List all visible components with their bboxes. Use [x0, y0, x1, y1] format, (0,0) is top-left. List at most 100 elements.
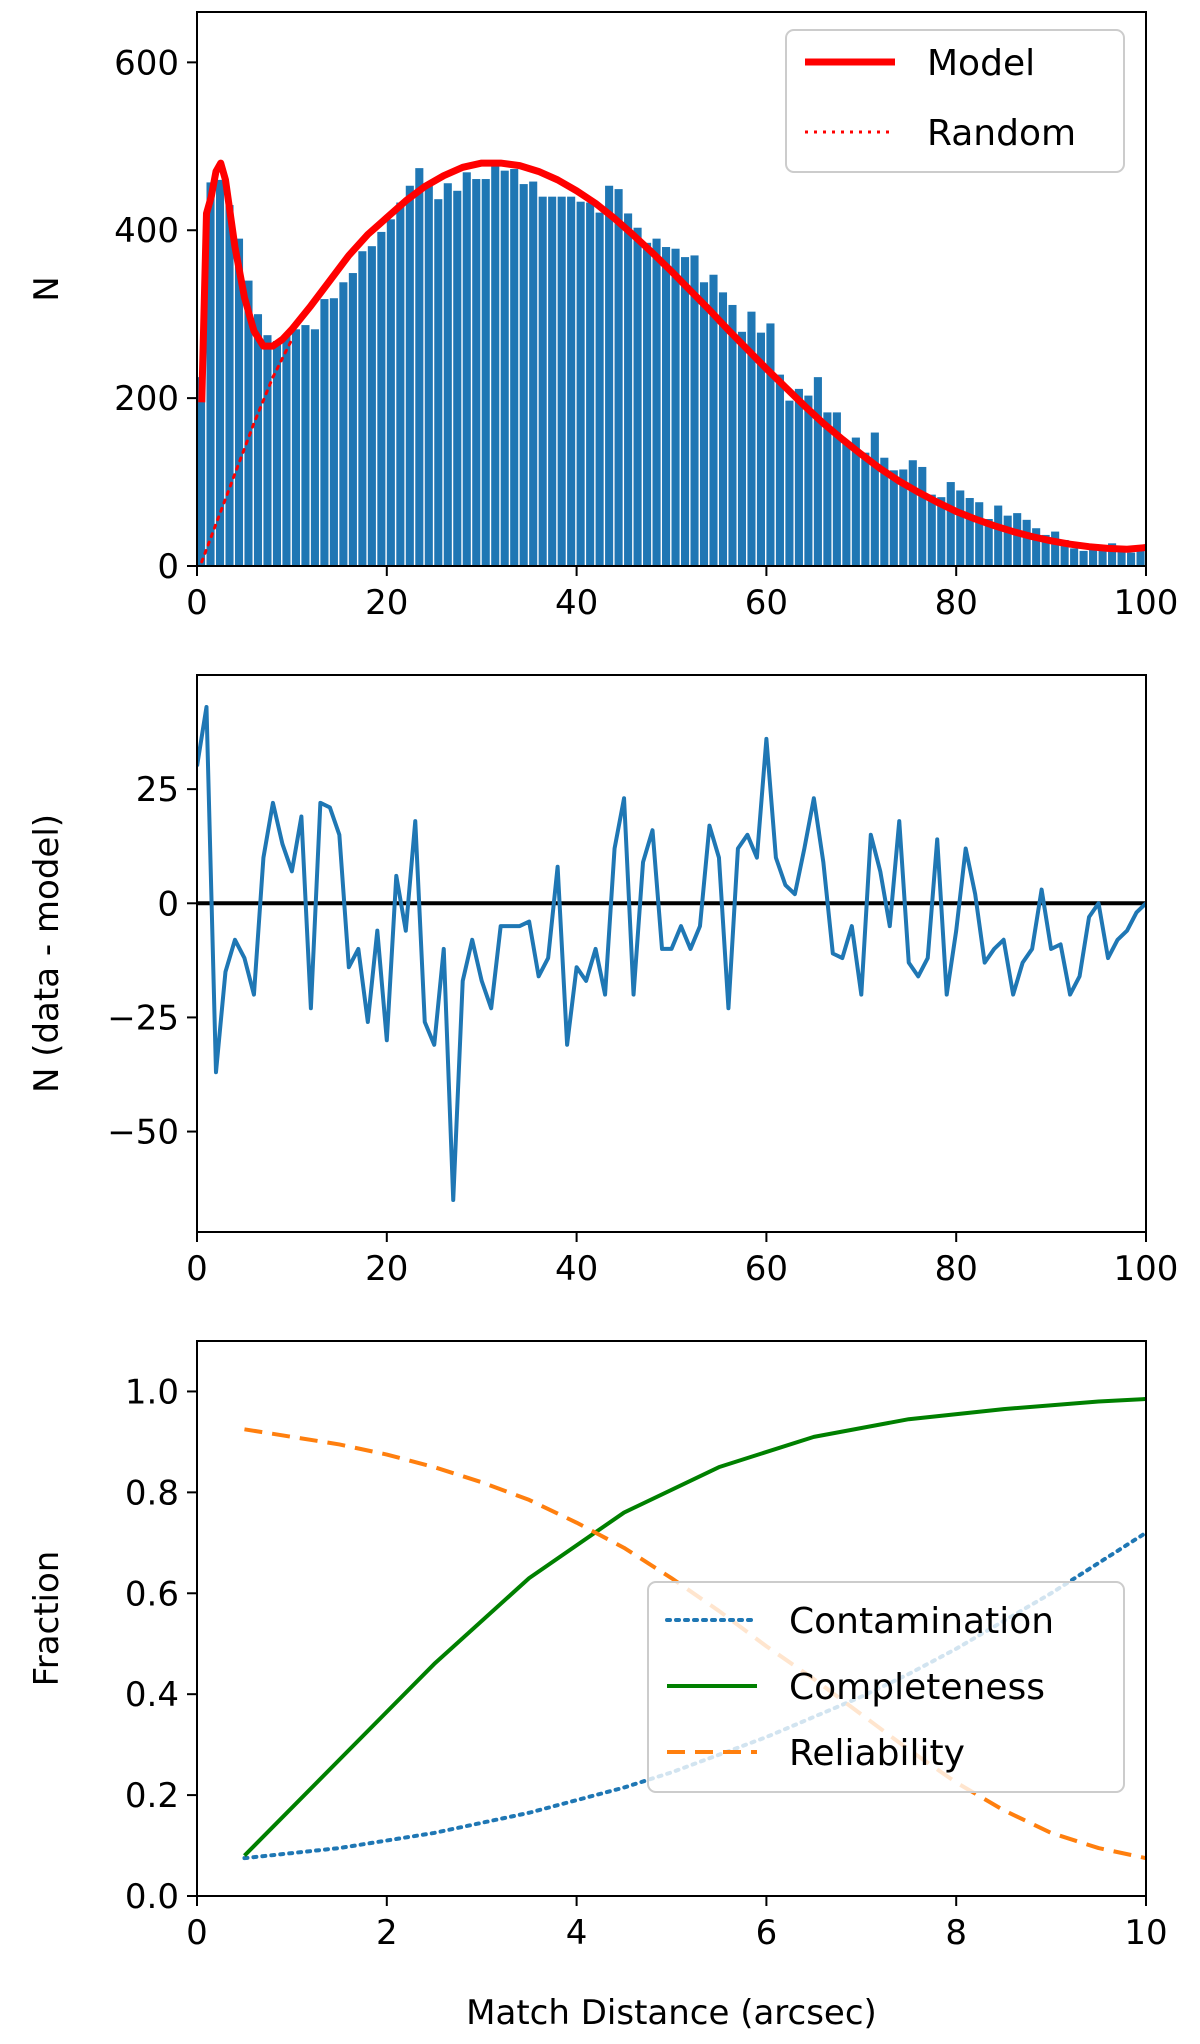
y-tick-label: 0.6 — [125, 1574, 179, 1614]
histogram-bar — [586, 202, 595, 566]
histogram-bar — [215, 179, 225, 566]
histogram-bar — [832, 412, 841, 566]
histogram-bar — [1127, 552, 1136, 566]
histogram-bar — [453, 190, 462, 566]
histogram-bar — [633, 227, 642, 566]
histogram-bar — [1079, 550, 1088, 566]
legend-label: Contamination — [789, 1601, 1054, 1642]
histogram-bar — [918, 466, 927, 566]
histogram-bar — [880, 457, 889, 566]
histogram-bar — [699, 282, 709, 566]
histogram-bar — [377, 231, 386, 566]
x-axis-label: Match Distance (arcsec) — [466, 1993, 877, 2033]
histogram-bar — [1013, 513, 1022, 566]
histogram-bar — [576, 201, 585, 566]
histogram-bar — [975, 502, 984, 566]
histogram-bar — [595, 212, 604, 566]
histogram-bar — [329, 298, 338, 566]
histogram-bar — [965, 498, 974, 566]
histogram-bar — [861, 452, 870, 566]
x-tick-label: 100 — [1114, 583, 1179, 623]
histogram-bar — [804, 395, 813, 566]
y-axis-label: N — [27, 276, 67, 301]
histogram-bar — [1117, 551, 1126, 566]
histogram-bar — [775, 374, 784, 566]
histogram-bar — [614, 189, 623, 566]
histogram-bar — [842, 442, 851, 566]
panel-fractions: 0 2 4 6 8 10 0.0 0.2 0.4 0.6 0.8 1.0 Fraction Match D… — [27, 1340, 1168, 2033]
x-tick-label: 0 — [186, 583, 208, 623]
panel-residuals: 0 20 40 60 80 100 −50 −25 0 25 N (data - model) — [27, 674, 1179, 1289]
histogram-bar — [225, 205, 234, 566]
histogram-bar — [519, 184, 528, 566]
y-tick-label: 0.4 — [125, 1675, 179, 1715]
x-tick-label: 40 — [555, 1249, 598, 1289]
histogram-bar — [766, 323, 775, 566]
histogram-bar — [415, 168, 424, 566]
y-tick-label: 200 — [114, 379, 179, 419]
histogram-bar — [794, 388, 803, 566]
y-tick-label: 1.0 — [125, 1372, 179, 1412]
histogram-bar — [1089, 544, 1098, 566]
x-tick-label: 0 — [186, 1913, 208, 1953]
x-tick-label: 80 — [935, 1249, 978, 1289]
legend: Contamination Completeness Reliability — [647, 1581, 1125, 1793]
histogram-bar — [206, 182, 215, 566]
x-tick-label: 8 — [945, 1913, 967, 1953]
histogram-bar — [538, 196, 547, 566]
histogram-bar — [1032, 528, 1041, 566]
histogram-bar — [548, 196, 557, 566]
histogram-bar — [709, 274, 718, 566]
histogram-bar — [662, 247, 671, 566]
histogram-bar — [908, 460, 917, 566]
axes-frame — [196, 1340, 1147, 1897]
axes-frame — [196, 11, 1147, 567]
histogram-bar — [747, 311, 756, 566]
x-tick-label: 100 — [1114, 1249, 1179, 1289]
y-tick-label: 600 — [114, 43, 179, 83]
panel-histogram: 0 20 40 60 80 100 0 200 400 600 N Model Random — [27, 11, 1179, 623]
histogram-bar — [253, 314, 263, 566]
histogram-bar — [386, 219, 395, 566]
histogram-bar — [510, 168, 519, 566]
y-tick-label: 0.0 — [125, 1877, 179, 1917]
histogram-bar — [851, 437, 860, 566]
x-tick-label: 20 — [365, 1249, 408, 1289]
histogram-bar — [443, 183, 452, 566]
histogram-bar — [405, 185, 414, 566]
legend-label: Reliability — [789, 1733, 965, 1774]
y-tick-label: −25 — [107, 998, 179, 1038]
series-line-random — [200, 337, 294, 564]
histogram-bar — [624, 213, 633, 566]
series-line-completeness — [243, 1397, 1146, 1858]
histogram-bar — [994, 505, 1003, 566]
histogram-bar — [529, 181, 538, 566]
histogram-bar — [1051, 531, 1060, 566]
histogram-bar — [291, 329, 300, 566]
histogram-bar — [671, 248, 680, 566]
histogram-bar — [567, 196, 576, 566]
plot-area-histogram — [197, 159, 1146, 566]
series-line-data-model — [197, 704, 1146, 1203]
x-tick-label: 60 — [745, 1249, 788, 1289]
y-axis-label: Fraction — [27, 1551, 67, 1687]
histogram-bar — [690, 255, 699, 566]
histogram-bar — [605, 185, 614, 566]
histogram-bar — [728, 304, 737, 566]
histogram-bar — [652, 238, 661, 566]
histogram-bar — [870, 432, 879, 566]
x-tick-label: 0 — [186, 1249, 208, 1289]
histogram-bar — [462, 172, 471, 566]
histogram-bar — [1041, 534, 1050, 566]
legend-label: Random — [927, 113, 1076, 154]
x-tick-label: 20 — [365, 583, 408, 623]
histogram-bar — [234, 238, 244, 566]
x-tick-label: 40 — [555, 583, 598, 623]
histogram-bar — [320, 299, 329, 566]
histogram-bar — [197, 377, 206, 566]
x-tick-label: 4 — [566, 1913, 588, 1953]
y-tick-label: 0 — [157, 884, 179, 924]
histogram-bar — [348, 273, 357, 566]
legend: Model Random — [785, 29, 1125, 173]
histogram-bar — [263, 335, 272, 566]
